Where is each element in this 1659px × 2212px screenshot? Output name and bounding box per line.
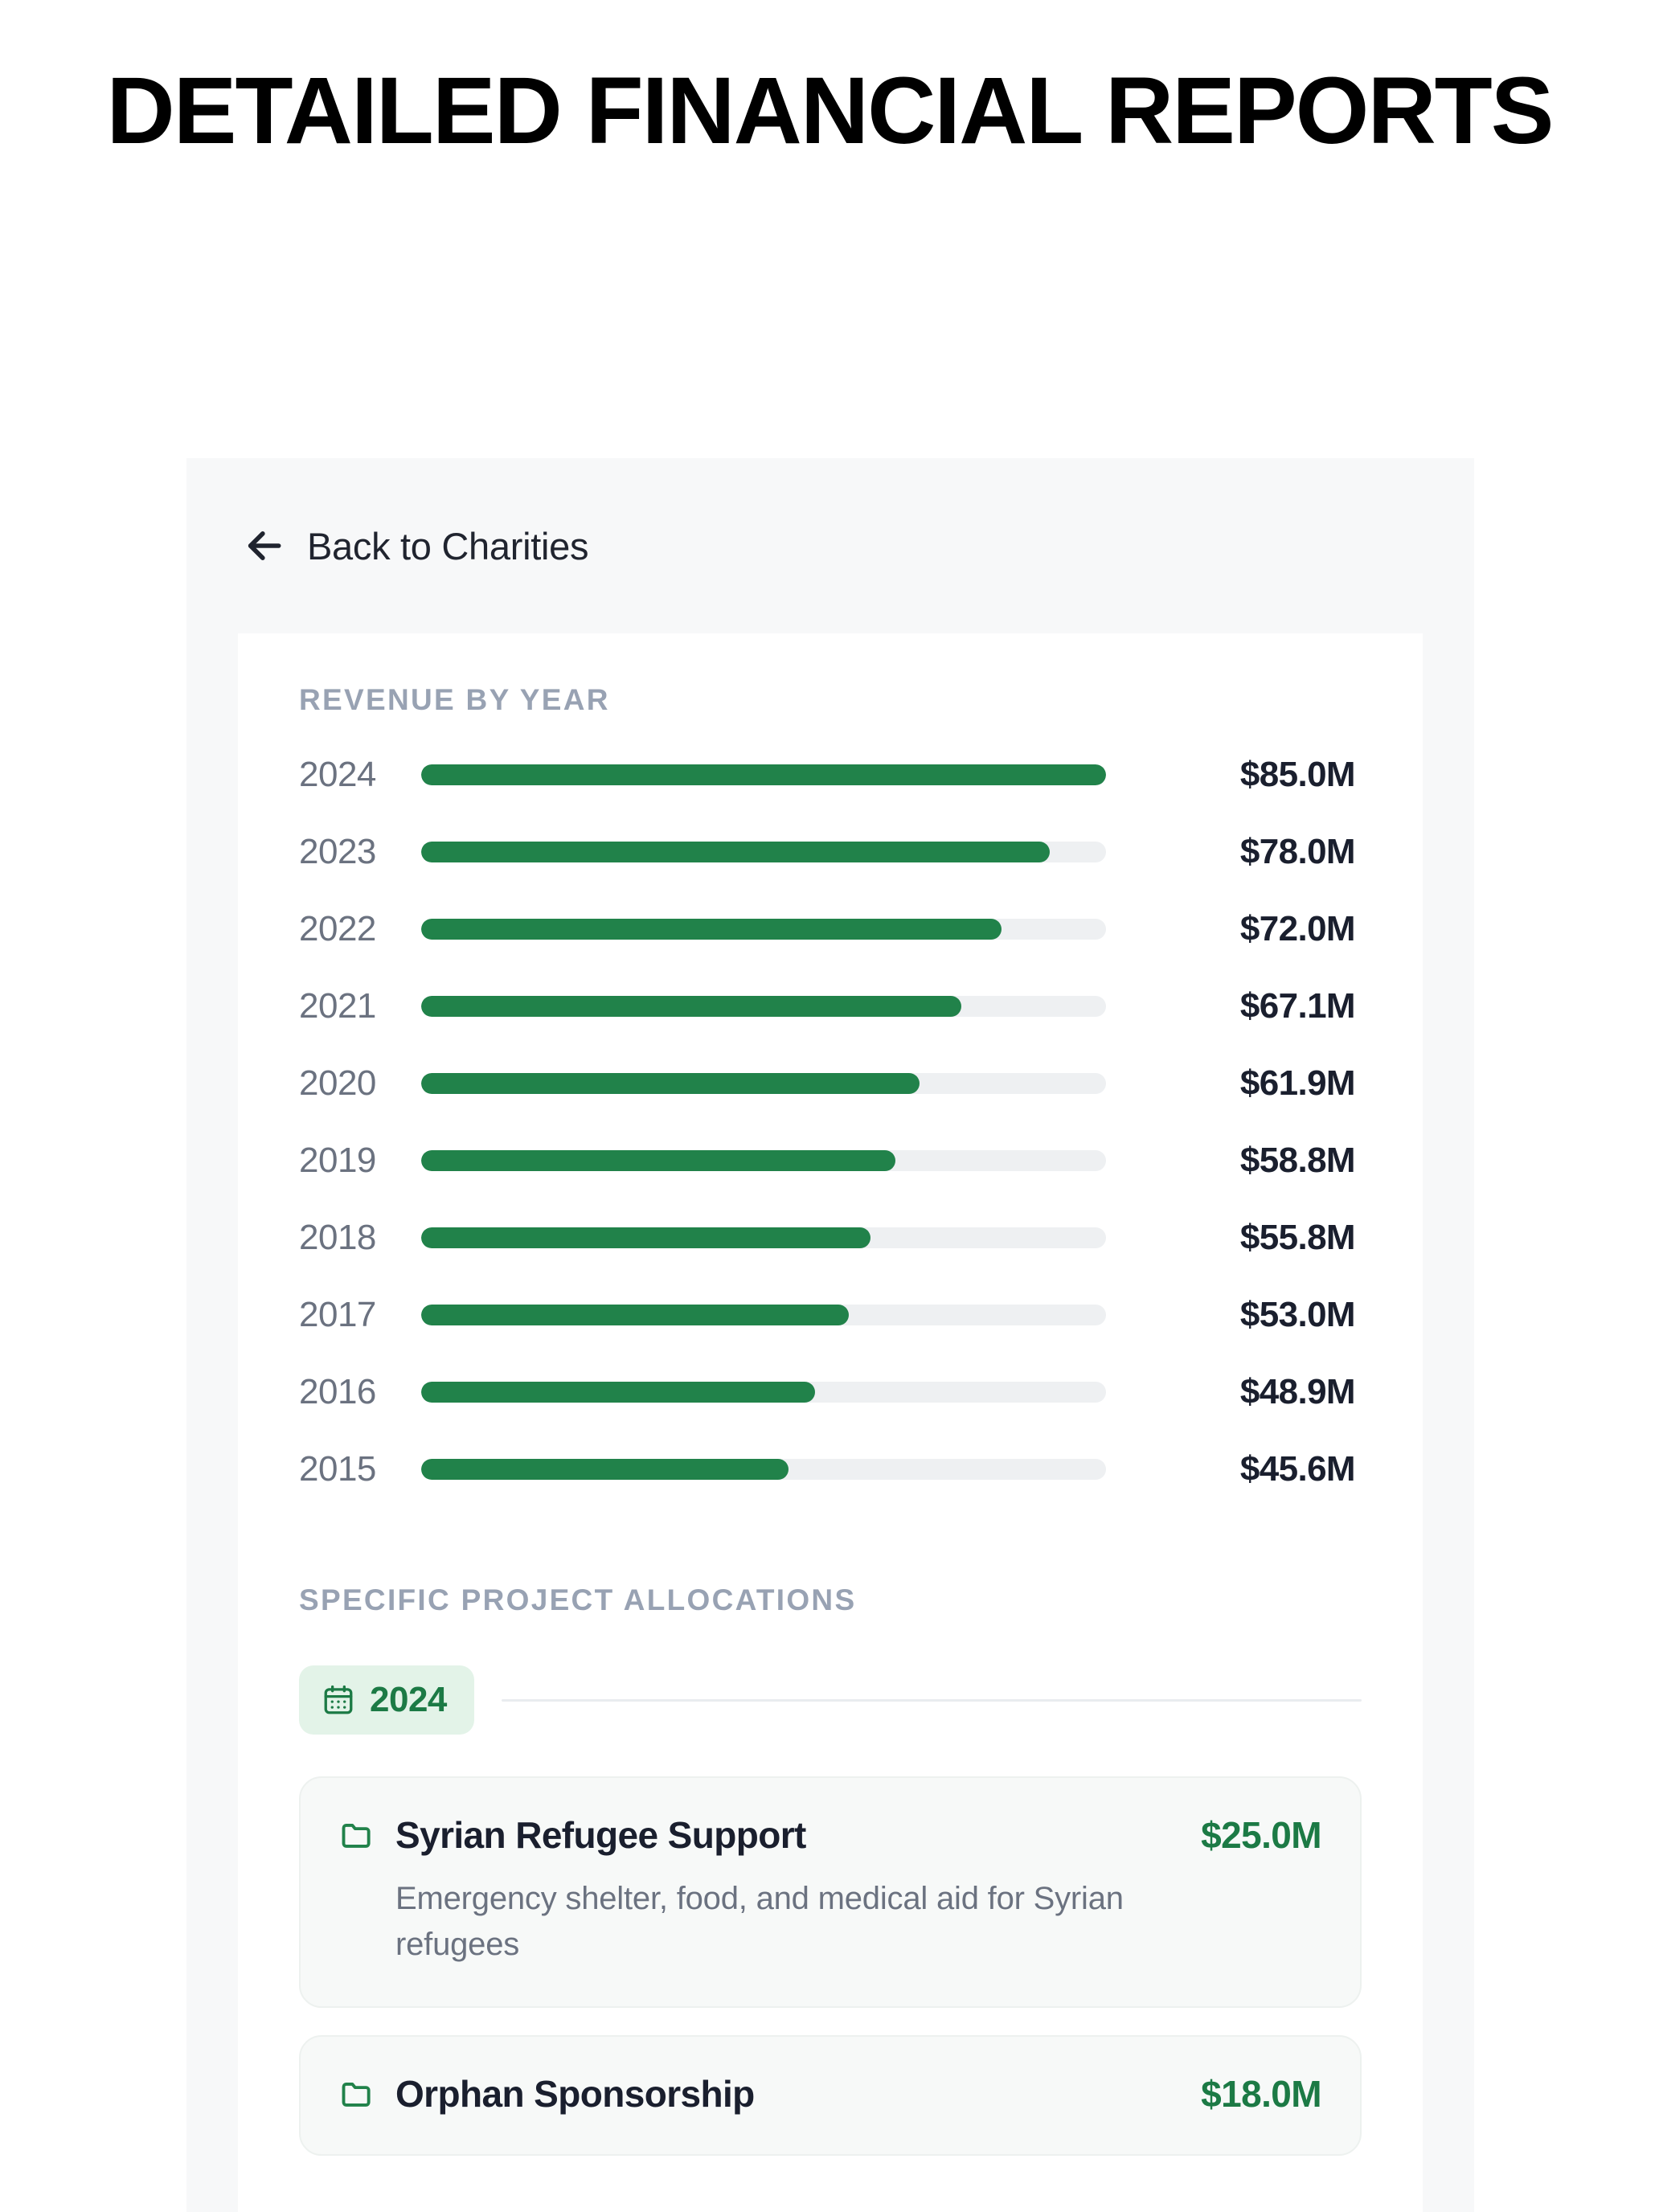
revenue-row: 2016 $48.9M — [299, 1370, 1362, 1415]
year-filter-chip-2024[interactable]: 2024 — [299, 1665, 474, 1735]
revenue-bar-fill — [421, 1305, 849, 1325]
folder-icon — [342, 1823, 371, 1848]
revenue-bar-fill — [421, 842, 1051, 862]
revenue-row-value: $53.0M — [1239, 1295, 1356, 1334]
panel-header: Back to Charities — [186, 458, 1474, 633]
revenue-row-value: $55.8M — [1239, 1218, 1356, 1257]
revenue-row: 2015 $45.6M — [299, 1447, 1362, 1492]
revenue-row-year: 2020 — [299, 1063, 376, 1103]
revenue-row: 2020 $61.9M — [299, 1061, 1362, 1106]
project-amount: $25.0M — [1201, 1814, 1321, 1856]
revenue-bar-track — [421, 1305, 1106, 1325]
revenue-section-label: REVENUE BY YEAR — [299, 683, 610, 716]
revenue-bar-track — [421, 1073, 1106, 1094]
revenue-row: 2018 $55.8M — [299, 1215, 1362, 1260]
project-allocation-list: Syrian Refugee Support $25.0M Emergency sh… — [299, 1776, 1362, 2156]
revenue-row-value: $58.8M — [1239, 1141, 1356, 1180]
revenue-row: 2021 $67.1M — [299, 984, 1362, 1029]
revenue-bar-track — [421, 1459, 1106, 1480]
revenue-row-value: $48.9M — [1239, 1372, 1356, 1411]
revenue-bar-track — [421, 996, 1106, 1017]
revenue-row-year: 2017 — [299, 1295, 376, 1334]
revenue-bar-track — [421, 1382, 1106, 1403]
revenue-row-value: $61.9M — [1239, 1063, 1356, 1103]
project-allocations-section: SPECIFIC PROJECT ALLOCATIONS — [238, 1583, 1423, 2183]
revenue-row-year: 2021 — [299, 986, 376, 1026]
revenue-row-year: 2016 — [299, 1372, 376, 1411]
arrow-left-icon — [248, 531, 281, 560]
revenue-row-year: 2023 — [299, 832, 376, 871]
revenue-row-value: $85.0M — [1239, 755, 1356, 794]
revenue-bar-fill — [421, 1073, 920, 1094]
revenue-bar-track — [421, 842, 1106, 862]
revenue-row-value: $67.1M — [1239, 986, 1356, 1026]
revenue-bar-track — [421, 919, 1106, 940]
project-description: Emergency shelter, food, and medical aid… — [395, 1881, 1124, 1962]
project-amount: $18.0M — [1201, 2072, 1321, 2115]
revenue-row: 2019 $58.8M — [299, 1138, 1362, 1183]
revenue-row: 2024 $85.0M — [299, 752, 1362, 797]
back-to-charities-button[interactable]: Back to Charities — [241, 523, 588, 568]
revenue-row-value: $45.6M — [1239, 1449, 1356, 1489]
allocation-year-row: 2024 — [299, 1665, 1362, 1735]
revenue-row-year: 2015 — [299, 1449, 376, 1489]
revenue-bar-track — [421, 764, 1106, 785]
revenue-bar-fill — [421, 1382, 815, 1403]
calendar-icon — [324, 1685, 353, 1714]
revenue-row: 2022 $72.0M — [299, 907, 1362, 952]
revenue-bar-fill — [421, 919, 1002, 940]
revenue-row: 2017 $53.0M — [299, 1292, 1362, 1337]
revenue-by-year-section: REVENUE BY YEAR 2024 $85.0M 2023 $78.0M 2022… — [238, 633, 1423, 1492]
revenue-row-year: 2019 — [299, 1141, 376, 1180]
revenue-bar-fill — [421, 1150, 895, 1171]
revenue-row-year: 2022 — [299, 909, 376, 948]
revenue-row-year: 2018 — [299, 1218, 376, 1257]
project-name: Orphan Sponsorship — [395, 2072, 755, 2115]
year-chip-label: 2024 — [370, 1680, 447, 1719]
project-card-header: Syrian Refugee Support $25.0M — [339, 1813, 1322, 1857]
revenue-bar-fill — [421, 1459, 789, 1480]
revenue-row-year: 2024 — [299, 755, 376, 794]
revenue-row-value: $78.0M — [1239, 832, 1356, 871]
folder-icon — [342, 2082, 371, 2107]
revenue-bar-track — [421, 1150, 1106, 1171]
revenue-bar-fill — [421, 996, 962, 1017]
revenue-bar-track — [421, 1227, 1106, 1248]
page-title: DETAILED FINANCIAL REPORTS — [106, 58, 1555, 164]
report-panel: Back to Charities REVENUE BY YEAR 2024 $8… — [186, 458, 1474, 2212]
allocations-section-label: SPECIFIC PROJECT ALLOCATIONS — [299, 1583, 857, 1616]
revenue-bar-chart: 2024 $85.0M 2023 $78.0M 2022 $72.0M 2021 $67.1M… — [299, 752, 1362, 1492]
revenue-row: 2023 $78.0M — [299, 830, 1362, 875]
project-name: Syrian Refugee Support — [395, 1814, 806, 1856]
revenue-row-value: $72.0M — [1239, 909, 1356, 948]
back-button-label: Back to Charities — [307, 524, 589, 567]
project-allocation-card[interactable]: Syrian Refugee Support $25.0M Emergency sh… — [299, 1776, 1362, 2008]
report-content-card: REVENUE BY YEAR 2024 $85.0M 2023 $78.0M 2022… — [238, 633, 1423, 2212]
year-divider — [501, 1698, 1362, 1702]
revenue-bar-fill — [421, 764, 1106, 785]
project-card-header: Orphan Sponsorship $18.0M — [339, 2072, 1322, 2116]
project-allocation-card[interactable]: Orphan Sponsorship $18.0M — [299, 2034, 1362, 2156]
revenue-bar-fill — [421, 1227, 870, 1248]
